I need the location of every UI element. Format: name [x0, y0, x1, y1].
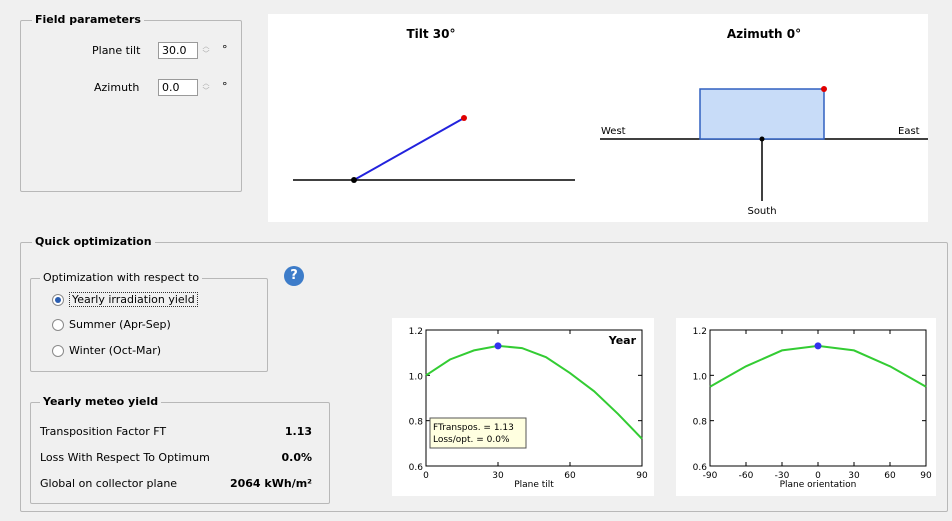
plane-tilt-input[interactable] — [158, 42, 198, 59]
data-curve — [425, 344, 643, 440]
radio-label: Winter (Oct-Mar) — [69, 344, 162, 357]
x-axis-label: Plane orientation — [780, 480, 857, 490]
y-tick-label: 1.2 — [693, 327, 707, 337]
field-parameters-title: Field parameters — [32, 13, 144, 26]
x-tick-label: 0 — [815, 471, 821, 481]
plane-tilt-spinner[interactable]: ︿ ﹀ — [202, 42, 210, 58]
east-label: East — [898, 126, 920, 137]
result-label: Transposition Factor FT — [40, 425, 167, 438]
radio-option-winter[interactable]: Winter (Oct-Mar) — [52, 344, 161, 357]
azimuth-pivot-dot — [759, 136, 765, 142]
quick-optimization-title: Quick optimization — [32, 235, 155, 248]
y-tick-label: 0.6 — [693, 463, 708, 473]
result-label: Global on collector plane — [40, 477, 178, 490]
y-tick-label: 1.2 — [409, 327, 423, 337]
radio-option-yearly[interactable]: Yearly irradiation yield — [52, 292, 198, 307]
orientation-diagram-panel: Tilt 30° Azimuth 0° West East South — [268, 14, 930, 222]
west-label: West — [601, 126, 626, 137]
azimuth-label: Azimuth — [94, 81, 140, 94]
x-tick-label: 30 — [492, 471, 504, 481]
chart-title: Year — [608, 334, 637, 347]
tilted-plane-line — [353, 117, 465, 181]
result-row-transposition: Transposition Factor FT 1.13 — [40, 425, 312, 438]
tilt-diagram-title: Tilt 30° — [406, 27, 455, 41]
data-curve — [709, 344, 927, 388]
quick-optimization-group — [20, 242, 948, 512]
result-value: 1.13 — [284, 425, 312, 438]
azimuth-diagram-title: Azimuth 0° — [727, 27, 801, 41]
module-corner-dot — [821, 86, 827, 92]
y-tick-label: 0.8 — [409, 418, 424, 428]
azimuth-unit: ° — [222, 80, 228, 93]
annotation-box — [429, 417, 527, 449]
result-row-loss: Loss With Respect To Optimum 0.0% — [40, 451, 312, 464]
result-row-global: Global on collector plane 2064 kWh/m² — [40, 477, 312, 490]
radio-button[interactable] — [52, 344, 64, 357]
radio-label: Yearly irradiation yield — [69, 292, 198, 307]
x-tick-label: -90 — [703, 471, 718, 481]
result-value: 2064 kWh/m² — [229, 477, 312, 490]
orientation-chart: 0.6 0.8 1.0 1.2 -90 -60 -30 0 30 60 90 Plane orient… — [693, 327, 932, 490]
azimuth-input[interactable] — [158, 79, 198, 96]
radio-button[interactable] — [52, 318, 64, 331]
orientation-chart-panel: 0.6 0.8 1.0 1.2 -90 -60 -30 0 30 60 90 Plane orient… — [676, 318, 936, 496]
south-label: South — [747, 206, 776, 217]
y-tick-label: 0.8 — [693, 418, 708, 428]
module-rect — [699, 88, 825, 140]
plot-frame — [425, 329, 643, 467]
result-label: Loss With Respect To Optimum — [40, 451, 210, 464]
y-tick-label: 1.0 — [693, 372, 708, 382]
x-tick-label: 30 — [848, 471, 860, 481]
x-axis-label: Plane tilt — [514, 480, 554, 490]
x-tick-label: -30 — [775, 471, 790, 481]
tilt-top-dot — [461, 115, 467, 121]
tilt-chart-panel: 0.6 0.8 1.0 1.2 0 30 60 90 Plane tilt Year FTransp… — [392, 318, 654, 496]
optimum-marker — [494, 342, 502, 350]
plane-tilt-unit: ° — [222, 43, 228, 56]
orientation-diagram: Tilt 30° Azimuth 0° West East South — [293, 27, 930, 217]
meteo-yield-title: Yearly meteo yield — [40, 395, 162, 408]
y-tick-label: 1.0 — [409, 372, 424, 382]
meteo-yield-group — [30, 402, 330, 504]
tilt-chart: 0.6 0.8 1.0 1.2 0 30 60 90 Plane tilt Year FTransp… — [409, 327, 648, 490]
annotation-line: FTranspos. = 1.13 — [433, 423, 514, 433]
radio-label: Summer (Apr-Sep) — [69, 318, 171, 331]
x-tick-label: 90 — [636, 471, 648, 481]
optimum-marker — [814, 342, 822, 350]
x-tick-label: 60 — [564, 471, 576, 481]
x-tick-label: 60 — [884, 471, 896, 481]
radio-option-summer[interactable]: Summer (Apr-Sep) — [52, 318, 171, 331]
plane-tilt-label: Plane tilt — [92, 44, 141, 57]
plot-frame — [709, 329, 927, 467]
result-value: 0.0% — [281, 451, 312, 464]
x-tick-label: 0 — [423, 471, 429, 481]
optimization-respect-title: Optimization with respect to — [40, 271, 203, 284]
x-tick-label: -60 — [739, 471, 754, 481]
radio-button[interactable] — [52, 293, 64, 306]
tilt-pivot-dot — [351, 177, 357, 183]
x-tick-label: 90 — [920, 471, 932, 481]
help-icon[interactable]: ? — [284, 266, 304, 286]
azimuth-spinner[interactable]: ︿ ﹀ — [202, 79, 210, 95]
y-tick-label: 0.6 — [409, 463, 424, 473]
annotation-line: Loss/opt. = 0.0% — [433, 435, 510, 445]
